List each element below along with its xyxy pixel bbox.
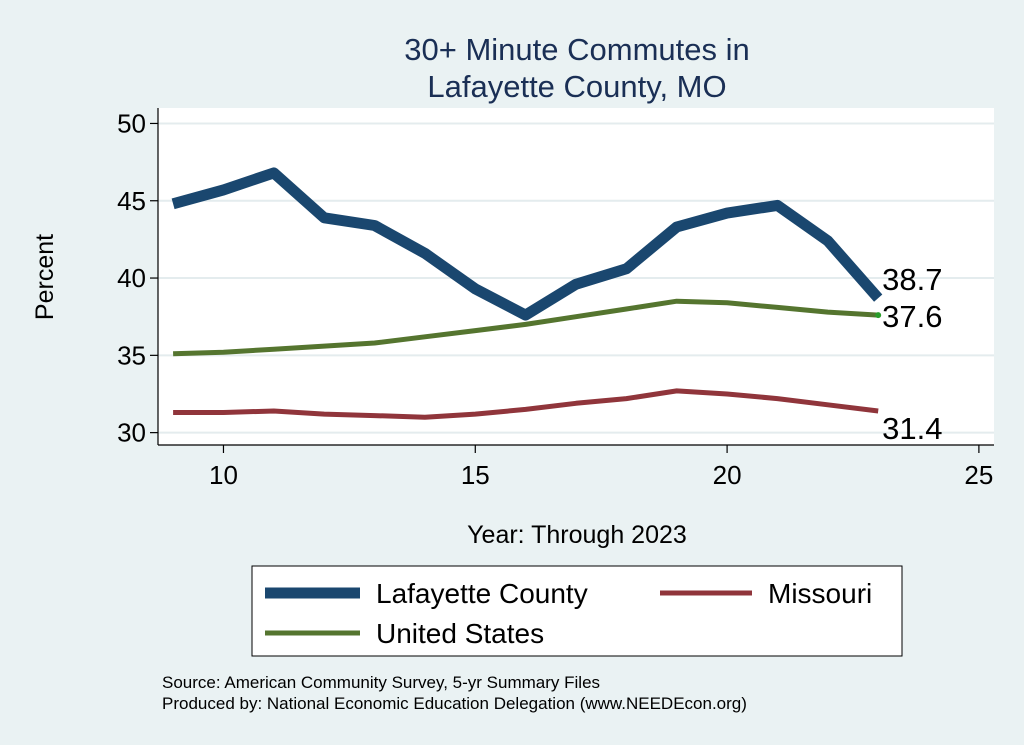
- producer-note: Produced by: National Economic Education…: [162, 694, 747, 713]
- series-line-missouri: [173, 388, 879, 420]
- x-tick-label: 15: [461, 460, 490, 490]
- series-line-united-states: [173, 298, 879, 357]
- legend-label-missouri: Missouri: [768, 578, 872, 609]
- end-label-missouri: 31.4: [882, 411, 942, 446]
- chart-title-line-2: Lafayette County, MO: [427, 69, 726, 104]
- x-axis-label: Year: Through 2023: [467, 521, 687, 549]
- end-label-lafayette: 38.7: [882, 262, 942, 297]
- y-tick-label: 35: [117, 340, 146, 370]
- x-tick-label: 20: [713, 460, 742, 490]
- y-tick-label: 45: [117, 186, 146, 216]
- source-note: Source: American Community Survey, 5-yr …: [162, 673, 600, 692]
- legend: Lafayette County Missouri United States: [251, 565, 903, 657]
- x-tick-label: 10: [209, 460, 238, 490]
- y-axis-label: Percent: [31, 234, 59, 320]
- chart-title-line-1: 30+ Minute Commutes in: [404, 32, 749, 67]
- legend-box: [251, 565, 903, 657]
- end-label-united-states: 37.6: [882, 299, 942, 334]
- series-lines: [171, 167, 883, 420]
- legend-label-lafayette: Lafayette County: [376, 578, 588, 609]
- series-line-lafayette: [171, 167, 883, 321]
- y-tick-label: 40: [117, 263, 146, 293]
- y-tick-label: 50: [117, 108, 146, 138]
- axes: 30 35 40 45 50 10 15 20 25: [117, 108, 994, 490]
- y-tick-label: 30: [117, 418, 146, 448]
- plot-area: [158, 108, 994, 445]
- x-tick-label: 25: [964, 460, 993, 490]
- end-point-united-states: [875, 312, 882, 319]
- end-labels: 38.7 31.4 37.6: [882, 262, 942, 446]
- legend-label-united-states: United States: [376, 618, 544, 649]
